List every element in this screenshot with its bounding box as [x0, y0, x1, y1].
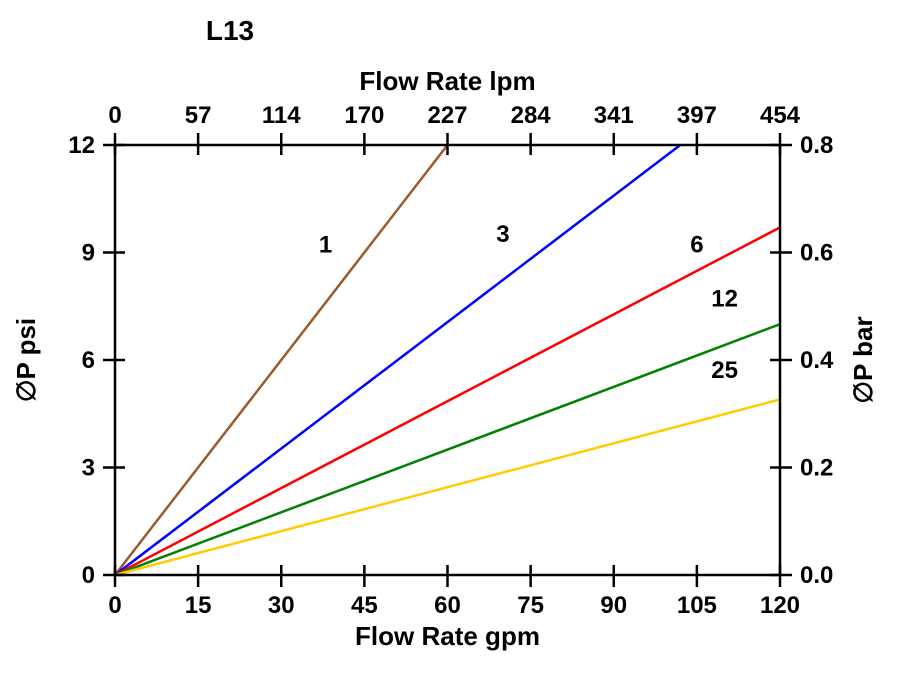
y-right-tick-label: 0.2: [800, 455, 833, 482]
y-left-label: ∅P psi: [11, 318, 41, 402]
x-bottom-tick-label: 60: [434, 592, 461, 619]
series-label-6: 6: [690, 232, 703, 259]
x-top-tick-label: 170: [344, 102, 384, 129]
y-left-tick-label: 12: [68, 132, 95, 159]
x-top-tick-label: 114: [262, 102, 301, 129]
y-left-tick-label: 6: [82, 347, 95, 374]
series-label-12: 12: [711, 285, 738, 312]
x-top-label: Flow Rate lpm: [359, 66, 535, 96]
y-right-tick-label: 0.4: [800, 347, 834, 374]
x-bottom-tick-label: 15: [185, 592, 212, 619]
x-bottom-label: Flow Rate gpm: [355, 621, 540, 651]
chart-container: L1313612250153045607590105120Flow Rate g…: [0, 0, 912, 688]
y-right-label: ∅P bar: [848, 316, 878, 403]
series-label-25: 25: [711, 357, 738, 384]
x-top-tick-label: 397: [677, 102, 717, 129]
y-right-tick-label: 0.0: [800, 562, 833, 589]
x-bottom-tick-label: 0: [108, 592, 121, 619]
x-bottom-tick-label: 105: [677, 592, 717, 619]
x-top-tick-label: 227: [427, 102, 467, 129]
series-label-3: 3: [496, 221, 509, 248]
x-bottom-tick-label: 90: [600, 592, 627, 619]
x-bottom-tick-label: 45: [351, 592, 378, 619]
x-top-tick-label: 454: [760, 102, 801, 129]
x-bottom-tick-label: 75: [517, 592, 544, 619]
x-top-tick-label: 284: [511, 102, 552, 129]
x-top-tick-label: 57: [185, 102, 212, 129]
chart-title: L13: [206, 15, 254, 46]
x-top-tick-label: 341: [594, 102, 634, 129]
y-left-tick-label: 3: [82, 455, 95, 482]
series-label-1: 1: [319, 232, 332, 259]
y-left-tick-label: 9: [82, 240, 95, 267]
y-left-tick-label: 0: [82, 562, 95, 589]
y-right-tick-label: 0.6: [800, 240, 833, 267]
x-top-tick-label: 0: [108, 102, 121, 129]
pressure-flow-chart: L1313612250153045607590105120Flow Rate g…: [0, 0, 912, 688]
x-bottom-tick-label: 30: [268, 592, 295, 619]
x-bottom-tick-label: 120: [760, 592, 800, 619]
y-right-tick-label: 0.8: [800, 132, 833, 159]
